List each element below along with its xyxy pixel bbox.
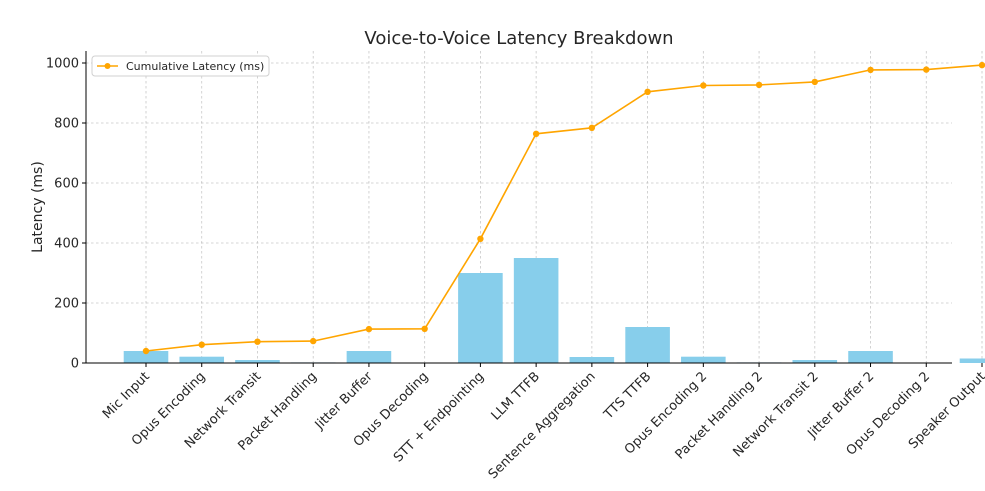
- bar-series: [123, 258, 985, 363]
- x-tick-label: Mic Input: [100, 369, 153, 422]
- y-axis-label: Latency (ms): [30, 161, 46, 253]
- bar: [848, 351, 893, 363]
- cumulative-point: [532, 130, 540, 137]
- axes: [85, 51, 952, 364]
- x-tick-label: TTS TTFB: [601, 369, 655, 423]
- cumulative-line: [145, 64, 983, 352]
- cumulative-point: [588, 124, 596, 131]
- y-tick-label: 400: [54, 237, 79, 252]
- legend-point-marker: [104, 63, 111, 69]
- cumulative-point: [644, 88, 651, 96]
- bar: [681, 356, 726, 363]
- y-axis-ticks: 0 200 400 600 800 1000: [46, 57, 86, 372]
- cumulative-point: [365, 325, 373, 333]
- y-tick-label: 600: [54, 177, 79, 192]
- cumulative-point: [700, 82, 707, 89]
- bar: [346, 351, 392, 363]
- y-tick-label: 0: [71, 357, 79, 372]
- cumulative-point: [978, 61, 985, 69]
- legend: Cumulative Latency (ms): [91, 55, 270, 77]
- bar: [569, 357, 615, 363]
- cumulative-point: [811, 78, 818, 86]
- x-tick-label: Sentence Aggregation: [486, 369, 599, 482]
- cumulative-point: [477, 235, 484, 242]
- bar: [235, 360, 280, 363]
- cumulative-point: [755, 81, 763, 89]
- legend-frame: [91, 55, 270, 77]
- bar: [179, 356, 225, 363]
- y-tick-label: 200: [54, 297, 79, 312]
- line-series: [142, 61, 985, 355]
- cumulative-point: [310, 337, 317, 345]
- y-tick-label: 800: [54, 117, 79, 132]
- cumulative-point: [421, 325, 428, 332]
- x-tick-label: LLM TTFB: [489, 369, 543, 423]
- cumulative-point: [254, 338, 261, 345]
- grid: [86, 51, 983, 363]
- chart-title: Voice-to-Voice Latency Breakdown: [364, 28, 673, 49]
- cumulative-point: [923, 66, 930, 73]
- legend-label: Cumulative Latency (ms): [126, 60, 264, 73]
- cumulative-point: [142, 347, 150, 355]
- cumulative-point: [867, 66, 874, 74]
- bar: [123, 351, 169, 363]
- bar: [625, 327, 670, 363]
- bar: [458, 273, 503, 363]
- cumulative-point: [198, 341, 205, 348]
- bar: [792, 360, 838, 363]
- bar: [513, 258, 559, 363]
- bar: [959, 358, 985, 363]
- y-tick-label: 1000: [46, 57, 79, 72]
